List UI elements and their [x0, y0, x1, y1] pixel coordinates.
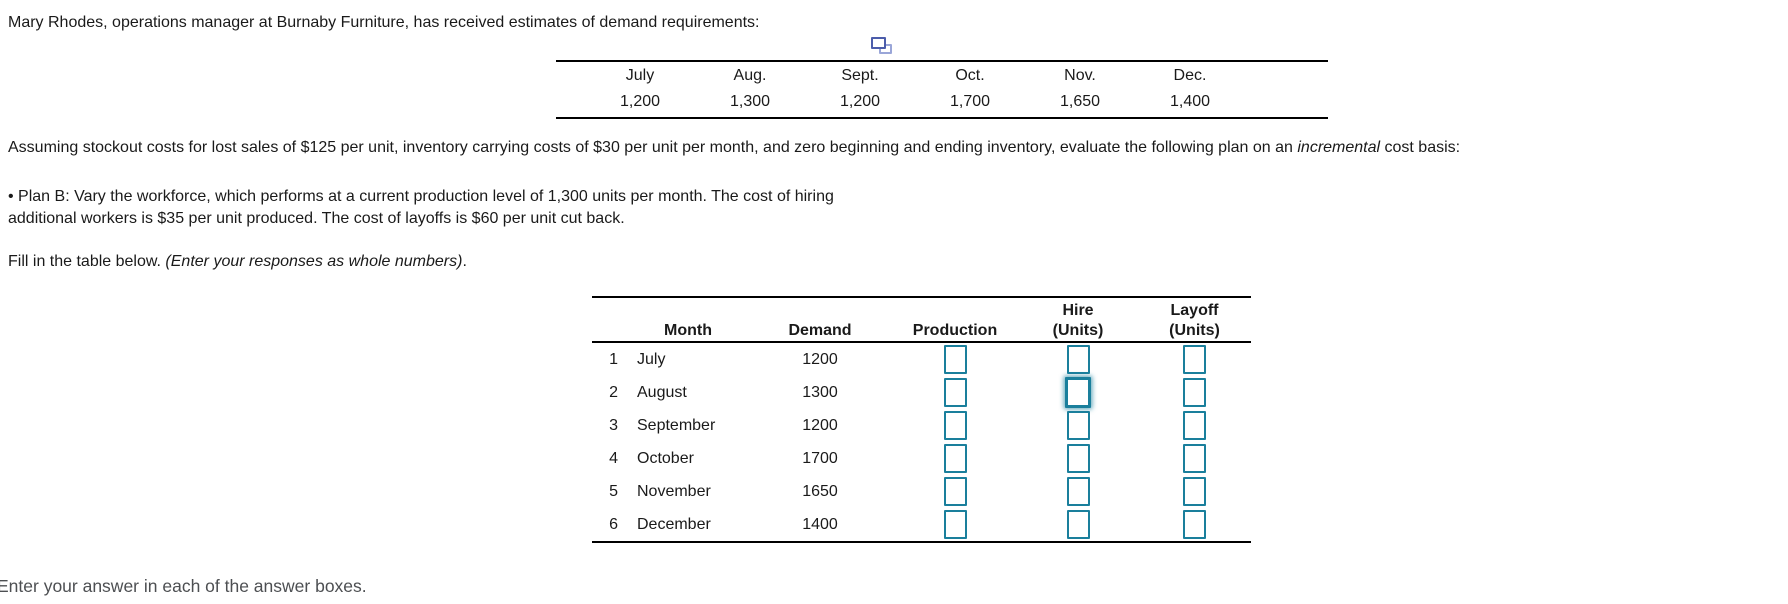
fill-instruction-italic: (Enter your responses as whole numbers) [165, 253, 463, 270]
demand-table: July Aug. Sept. Oct. Nov. Dec. 1,200 1,3… [556, 60, 1328, 119]
production-input-row-6[interactable] [943, 510, 967, 539]
hire-input-row-1[interactable] [1066, 345, 1090, 374]
table-row-november: 5 November 1650 [592, 475, 1251, 508]
header-hire-units: Hire (Units) [1052, 302, 1104, 339]
demand-month-header: Aug. [733, 67, 767, 84]
layoff-input-row-5[interactable] [1183, 477, 1206, 506]
answer-table-header: Month Demand Production Hire (Units) Layo… [592, 298, 1251, 343]
demand-value: 1,200 [619, 93, 661, 110]
plan-b-line2: additional workers is $35 per unit produ… [8, 210, 625, 227]
fill-instruction-normal: Fill in the table below. [8, 253, 166, 270]
demand-value: 1700 [802, 449, 838, 467]
row-number: 6 [609, 515, 618, 533]
demand-value: 1200 [802, 416, 838, 434]
layoff-input-row-4[interactable] [1183, 444, 1206, 473]
layoff-input-row-3[interactable] [1183, 411, 1206, 440]
demand-value: 1,400 [1169, 93, 1211, 110]
fill-instruction: Fill in the table below. (Enter your res… [8, 253, 1108, 271]
demand-table-value-row: 1,200 1,300 1,200 1,700 1,650 1,400 [585, 89, 1245, 115]
row-number: 2 [609, 383, 618, 401]
hire-input-row-5[interactable] [1066, 477, 1090, 506]
plan-b-text: • Plan B: Vary the workforce, which perf… [8, 186, 1108, 230]
production-input-row-1[interactable] [943, 345, 967, 374]
answer-table-body: 1 July 1200 2 August 1300 3 September 12… [592, 343, 1251, 541]
row-number: 4 [609, 449, 618, 467]
header-layoff-units: Layoff (Units) [1169, 302, 1220, 339]
month-label: November [637, 482, 711, 500]
answer-instruction: Enter your answer in each of the answer … [0, 576, 367, 596]
demand-month-header: Oct. [955, 67, 985, 84]
header-demand: Demand [788, 322, 852, 339]
hire-input-row-6[interactable] [1066, 510, 1090, 539]
production-input-row-4[interactable] [943, 444, 967, 473]
demand-value: 1650 [802, 482, 838, 500]
header-month: Month [664, 322, 712, 339]
demand-value: 1200 [802, 350, 838, 368]
table-row-december: 6 December 1400 [592, 508, 1251, 541]
row-number: 5 [609, 482, 618, 500]
row-number: 1 [609, 350, 618, 368]
assumptions-part2: cost basis: [1380, 139, 1461, 156]
answer-table-bottom-rule [592, 541, 1251, 543]
hire-input-row-3[interactable] [1066, 411, 1090, 440]
assumptions-italic: incremental [1297, 139, 1381, 156]
production-input-row-2[interactable] [943, 378, 967, 407]
demand-value: 1400 [802, 515, 838, 533]
answer-table: Month Demand Production Hire (Units) Layo… [592, 296, 1251, 543]
month-label: August [637, 383, 687, 401]
month-label: July [637, 350, 666, 368]
table-row-july: 1 July 1200 [592, 343, 1251, 376]
hire-input-row-2[interactable] [1065, 377, 1091, 408]
assumptions-part1: Assuming stockout costs for lost sales o… [8, 139, 1298, 156]
month-label: September [637, 416, 716, 434]
demand-value: 1,200 [839, 93, 881, 110]
assumptions-text: Assuming stockout costs for lost sales o… [8, 139, 1786, 157]
table-row-august: 2 August 1300 [592, 376, 1251, 409]
header-spacer [592, 301, 628, 341]
demand-value: 1,650 [1059, 93, 1101, 110]
demand-value: 1300 [802, 383, 838, 401]
plan-b-line1: • Plan B: Vary the workforce, which perf… [8, 188, 834, 205]
header-production: Production [912, 322, 998, 339]
month-label: December [637, 515, 711, 533]
production-input-row-3[interactable] [943, 411, 967, 440]
production-input-row-5[interactable] [943, 477, 967, 506]
layoff-input-row-2[interactable] [1183, 378, 1206, 407]
problem-intro: Mary Rhodes, operations manager at Burna… [8, 14, 760, 31]
table-row-september: 3 September 1200 [592, 409, 1251, 442]
hire-input-row-4[interactable] [1066, 444, 1090, 473]
table-row-october: 4 October 1700 [592, 442, 1251, 475]
layoff-input-row-6[interactable] [1183, 510, 1206, 539]
demand-month-header: July [625, 67, 655, 84]
demand-month-header: Dec. [1173, 67, 1207, 84]
copy-icon-front-sheet [871, 37, 886, 49]
demand-month-header: Sept. [841, 67, 879, 84]
demand-month-header: Nov. [1064, 67, 1096, 84]
demand-table-month-row: July Aug. Sept. Oct. Nov. Dec. [585, 63, 1245, 89]
row-number: 3 [609, 416, 618, 434]
fill-instruction-period: . [462, 253, 467, 270]
demand-value: 1,700 [949, 93, 991, 110]
month-label: October [637, 449, 694, 467]
demand-value: 1,300 [729, 93, 771, 110]
layoff-input-row-1[interactable] [1183, 345, 1206, 374]
copy-icon[interactable] [871, 37, 895, 57]
